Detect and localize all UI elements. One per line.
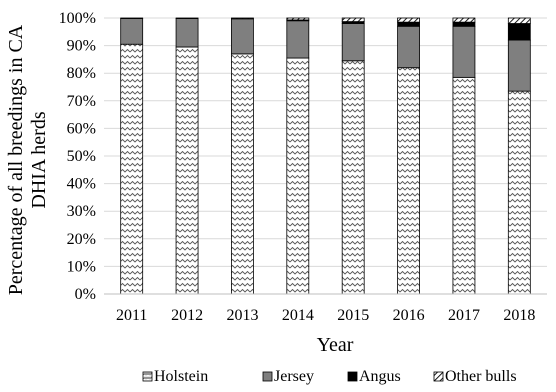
legend-label: Other bulls bbox=[445, 368, 517, 385]
y-tick-label: 100% bbox=[59, 10, 96, 27]
bar-segment-holstein bbox=[397, 67, 420, 295]
x-tick-label: 2016 bbox=[393, 307, 425, 324]
legend: Holstein Jersey Angus Other bulls bbox=[142, 368, 517, 385]
y-tick-label: 0% bbox=[75, 286, 96, 303]
bar-segment-other-bulls bbox=[231, 17, 254, 20]
x-tick-label: 2013 bbox=[226, 307, 258, 324]
bar-segment-holstein bbox=[175, 46, 199, 295]
bar-segment-holstein bbox=[120, 43, 144, 295]
bar-segment-angus bbox=[507, 23, 531, 41]
bar-segment-jersey bbox=[507, 39, 531, 92]
y-axis-title-line-1: Percentage of all breedings in CA bbox=[5, 24, 27, 295]
x-tick-label: 2012 bbox=[171, 307, 203, 324]
y-tick-label: 50% bbox=[67, 148, 96, 165]
bar-segment-holstein bbox=[452, 76, 476, 295]
legend-label: Jersey bbox=[274, 368, 314, 385]
x-tick-label: 2014 bbox=[282, 307, 314, 324]
bar-segment-angus bbox=[452, 21, 476, 27]
bar-segment-holstein bbox=[286, 57, 310, 295]
legend-swatch bbox=[142, 371, 153, 382]
x-axis-title: Year bbox=[317, 334, 354, 356]
bar-segment-angus bbox=[397, 21, 420, 27]
gridlines bbox=[104, 17, 547, 267]
legend-swatch bbox=[347, 371, 358, 382]
x-tick-label: 2011 bbox=[116, 307, 147, 324]
bar-segment-holstein bbox=[341, 60, 365, 295]
bar-segment-other-bulls bbox=[507, 17, 531, 24]
y-tick-label: 90% bbox=[67, 38, 96, 55]
y-tick-label: 60% bbox=[67, 120, 96, 137]
y-tick-label: 40% bbox=[67, 176, 96, 193]
legend-swatch bbox=[433, 371, 444, 382]
y-axis-ticks: 0% 10% 20% 30% 40% 50% 60% 70% 80% 90% 100% bbox=[59, 10, 96, 303]
bar-segment-other-bulls bbox=[341, 17, 365, 22]
x-tick-label: 2018 bbox=[503, 307, 535, 324]
bar-segment-holstein bbox=[231, 53, 254, 295]
bar-segment-jersey bbox=[397, 25, 420, 69]
legend-label: Angus bbox=[359, 368, 401, 385]
bar-segment-other-bulls bbox=[452, 17, 476, 23]
x-axis-ticks: 2011 2012 2013 2014 2015 2016 2017 2018 bbox=[116, 307, 535, 324]
bar-segment-other-bulls bbox=[175, 17, 199, 19]
y-tick-label: 10% bbox=[67, 258, 96, 275]
bar-segment-jersey bbox=[231, 18, 254, 55]
bar-segment-jersey bbox=[120, 18, 144, 45]
x-tick-label: 2017 bbox=[448, 307, 480, 324]
bar-segment-other-bulls bbox=[120, 17, 144, 19]
legend-label: Holstein bbox=[154, 368, 208, 385]
y-axis-title-line-2: DHIA herds bbox=[28, 111, 50, 208]
bar-segment-jersey bbox=[341, 23, 365, 62]
bar-segment-other-bulls bbox=[286, 17, 310, 21]
legend-swatch bbox=[262, 371, 273, 382]
y-tick-label: 80% bbox=[67, 65, 96, 82]
bar-segment-jersey bbox=[452, 25, 476, 78]
bar-segment-jersey bbox=[286, 20, 310, 59]
bars bbox=[120, 17, 531, 295]
x-tick-label: 2015 bbox=[337, 307, 369, 324]
y-tick-label: 30% bbox=[67, 203, 96, 220]
bar-segment-jersey bbox=[175, 18, 199, 48]
bar-segment-other-bulls bbox=[397, 17, 420, 23]
bar-segment-holstein bbox=[507, 90, 531, 295]
y-tick-label: 20% bbox=[67, 231, 96, 248]
y-tick-label: 70% bbox=[67, 93, 96, 110]
